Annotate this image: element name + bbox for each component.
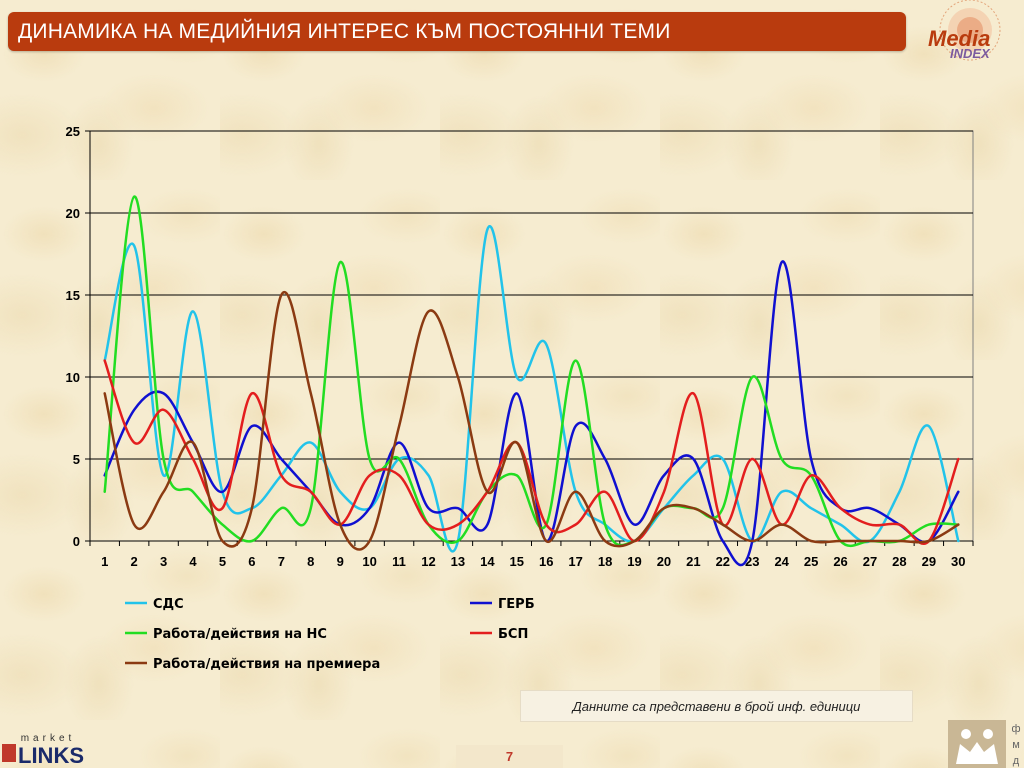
x-tick-label-21: 21 <box>686 554 700 569</box>
page-title: ДИНАМИКА НА МЕДИЙНИЯ ИНТЕРЕС КЪМ ПОСТОЯН… <box>18 19 671 43</box>
y-tick-label-2: 10 <box>66 370 80 385</box>
y-tick-label-1: 5 <box>73 452 80 467</box>
x-tick-label-13: 13 <box>451 554 465 569</box>
fmd-logo: ф м д <box>948 720 1021 768</box>
x-tick-label-20: 20 <box>657 554 671 569</box>
market-links-logo: market LINKS <box>2 733 84 768</box>
x-tick-label-30: 30 <box>951 554 965 569</box>
y-tick-label-3: 15 <box>66 288 80 303</box>
x-tick-label-7: 7 <box>278 554 285 569</box>
fmd-letters: ф <box>1011 723 1020 735</box>
legend-label-sds: СДС <box>153 597 184 612</box>
x-tick-label-8: 8 <box>307 554 314 569</box>
media-index-wordmark: Media <box>928 26 990 51</box>
x-tick-label-14: 14 <box>480 554 495 569</box>
svg-text:д: д <box>1013 755 1020 767</box>
page-number: 7 <box>505 749 514 764</box>
x-tick-label-27: 27 <box>863 554 877 569</box>
x-tick-label-17: 17 <box>568 554 582 569</box>
legend-label-ns: Работа/действия на НС <box>153 627 327 642</box>
legend-label-bsp: БСП <box>498 627 528 642</box>
y-tick-label-5: 25 <box>66 124 80 139</box>
x-tick-label-26: 26 <box>833 554 847 569</box>
x-tick-label-15: 15 <box>510 554 524 569</box>
series-line-sds <box>103 225 960 553</box>
series-line-ns <box>103 195 960 548</box>
x-tick-label-19: 19 <box>627 554 641 569</box>
x-tick-label-1: 1 <box>101 554 108 569</box>
x-tick-label-9: 9 <box>337 554 344 569</box>
svg-text:LINKS: LINKS <box>18 743 84 768</box>
series-line-bsp <box>103 359 960 545</box>
x-tick-label-22: 22 <box>716 554 730 569</box>
x-tick-label-24: 24 <box>774 554 789 569</box>
legend-label-gerb: ГЕРБ <box>498 597 535 612</box>
x-tick-label-4: 4 <box>189 554 197 569</box>
x-tick-label-16: 16 <box>539 554 553 569</box>
x-tick-label-12: 12 <box>421 554 435 569</box>
page-number-box: 7 <box>456 745 563 768</box>
x-tick-label-2: 2 <box>131 554 138 569</box>
legend-label-premier: Работа/действия на премиера <box>153 657 380 672</box>
x-tick-label-18: 18 <box>598 554 612 569</box>
x-tick-label-10: 10 <box>362 554 376 569</box>
x-tick-label-3: 3 <box>160 554 167 569</box>
x-tick-label-11: 11 <box>392 554 406 569</box>
series-line-premier <box>103 290 960 551</box>
x-tick-label-6: 6 <box>248 554 255 569</box>
svg-text:м: м <box>1012 739 1020 751</box>
market-links-wordmark-top: market <box>21 733 76 744</box>
x-tick-label-28: 28 <box>892 554 906 569</box>
x-tick-label-29: 29 <box>922 554 936 569</box>
title-bar: ДИНАМИКА НА МЕДИЙНИЯ ИНТЕРЕС КЪМ ПОСТОЯН… <box>8 12 906 51</box>
y-tick-label-0: 0 <box>73 534 80 549</box>
media-index-logo: Media INDEX <box>928 0 1001 61</box>
x-tick-label-5: 5 <box>219 554 226 569</box>
svg-text:INDEX: INDEX <box>950 46 991 61</box>
y-tick-label-4: 20 <box>66 206 80 221</box>
x-tick-label-25: 25 <box>804 554 818 569</box>
data-note-text: Данните са представени в брой инф. едини… <box>572 698 861 714</box>
data-note: Данните са представени в брой инф. едини… <box>520 690 913 722</box>
